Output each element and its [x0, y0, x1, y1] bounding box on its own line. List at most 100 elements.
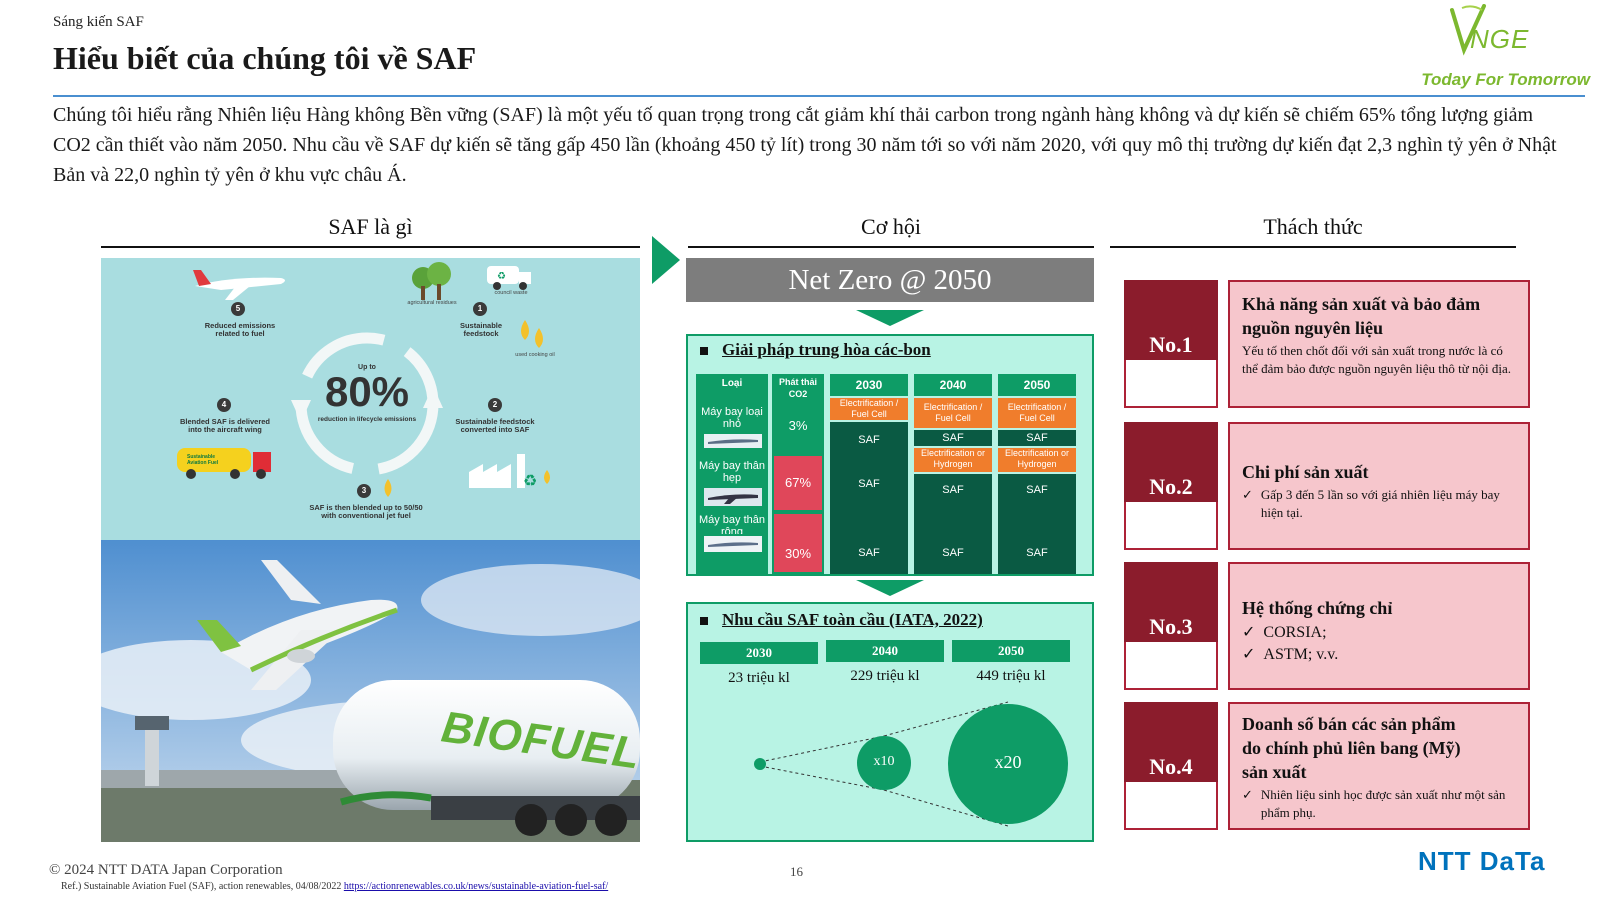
svg-text:♻: ♻	[497, 271, 506, 282]
type-header: Loại	[721, 378, 743, 389]
emission-narrow: 67%	[774, 456, 822, 510]
column-heading-opportunity: Cơ hội	[861, 214, 921, 239]
challenge-card-4: No.4 Doanh số bán các sản phẩm do chính …	[1124, 702, 1532, 832]
column-rule-opportunity	[688, 246, 1094, 248]
demand-year-2040: 2040	[826, 640, 944, 662]
down-arrow-icon-2	[856, 580, 924, 596]
cell-2040-elec: Electrification / Fuel Cell	[914, 398, 992, 428]
title-divider	[53, 95, 1585, 97]
vnge-brand-text: NGE	[1470, 24, 1530, 54]
challenge-2-desc-row: ✓ Gấp 3 đến 5 lần so với giá nhiên liệu m…	[1242, 486, 1516, 522]
demand-heading: Nhu cầu SAF toàn cầu (IATA, 2022)	[700, 610, 983, 630]
oil-label: used cooking oil	[515, 352, 555, 358]
svg-text:♻: ♻	[523, 473, 537, 490]
saf-demand-box: Nhu cầu SAF toàn cầu (IATA, 2022) 2030 2…	[686, 602, 1094, 842]
carbon-heading-text: Giải pháp trung hòa các-bon	[722, 340, 931, 359]
copyright: © 2024 NTT DATA Japan Corporation	[49, 862, 283, 878]
intro-paragraph: Chúng tôi hiểu rằng Nhiên liệu Hàng khôn…	[53, 104, 1557, 186]
challenge-3-item-2-text: ASTM; v.v.	[1263, 646, 1339, 663]
column-rule-what	[101, 246, 640, 248]
ntt-data-logo: NTT DaTa	[1418, 846, 1546, 876]
column-heading-what: SAF là gì	[328, 214, 413, 239]
cell-2040-hydrogen: Electrification or Hydrogen	[914, 448, 992, 472]
netzero-banner: Net Zero @ 2050	[686, 258, 1094, 302]
waste-truck-icon: ♻	[487, 266, 531, 290]
airplane-icon	[193, 270, 285, 300]
emission-header: Phát thải CO2	[778, 377, 817, 399]
aircraft-small: Máy bay loại nhỏ	[701, 406, 763, 430]
year-2050-header: 2050	[998, 374, 1076, 396]
demand-value-2050: 449 triệu kl	[976, 668, 1046, 684]
vnge-swoosh-icon	[1450, 4, 1486, 56]
step-4-badge: 4	[217, 398, 231, 412]
demand-value-2040: 229 triệu kl	[850, 668, 920, 684]
breadcrumb: Sáng kiến SAF	[53, 14, 144, 30]
reference-link[interactable]: https://actionrenewables.co.uk/news/sust…	[343, 881, 609, 892]
demand-growth-cones	[754, 701, 1068, 827]
cell-2040-saf: SAF SAF	[914, 474, 992, 574]
center-caption: reduction in lifecycle emissions	[317, 416, 417, 423]
challenge-2-desc: Gấp 3 đến 5 lần so với giá nhiên liệu má…	[1260, 487, 1500, 520]
challenge-card-3: No.3 Hệ thống chứng chỉ ✓ CORSIA; ✓ ASTM; …	[1124, 562, 1532, 692]
challenge-1-desc: Yếu tố then chốt đối với sản xuất trong …	[1242, 343, 1512, 376]
emission-narrow-value: 67%	[784, 475, 812, 490]
multiplier-x20: x20	[994, 752, 1022, 772]
tree-icon	[412, 262, 451, 300]
cell-2030-saf: SAF SAF SAF	[830, 422, 908, 574]
step-2-text: Sustainable feedstock converted into SAF	[455, 417, 535, 434]
challenge-3-item-1-text: CORSIA;	[1263, 624, 1327, 641]
step-1-badge: 1	[473, 302, 487, 316]
challenge-2-body: Chi phí sản xuất ✓ Gấp 3 đến 5 lần so với…	[1228, 422, 1530, 550]
demand-value-2030: 23 triệu kl	[728, 670, 790, 686]
challenge-4-title: Doanh số bán các sản phẩm do chính phủ l…	[1242, 714, 1461, 782]
agri-label: agricultural residues	[407, 300, 457, 306]
challenge-1-title: Khả năng sản xuất và bảo đảm nguồn nguyê…	[1242, 294, 1481, 338]
fuel-truck-icon	[177, 448, 271, 479]
wide-plane-icon	[704, 536, 762, 552]
saf-2050-narrow: SAF	[1026, 484, 1048, 496]
challenge-4-body: Doanh số bán các sản phẩm do chính phủ l…	[1228, 702, 1530, 830]
biofuel-photo-illustration	[101, 540, 640, 842]
carbon-solution-box: Giải pháp trung hòa các-bon Loại Máy bay…	[686, 334, 1094, 576]
multiplier-x10: x10	[873, 754, 895, 769]
step-5-text: Reduced emissions related to fuel	[204, 321, 276, 338]
saf-2050-wide: SAF	[1026, 547, 1048, 559]
check-icon: ✓	[1242, 787, 1253, 802]
challenge-4-number: No.4	[1124, 702, 1218, 782]
center-upto: Up to	[358, 364, 376, 371]
challenge-3-item-2: ✓ ASTM; v.v.	[1242, 644, 1516, 666]
center-percent: 80%	[324, 368, 410, 415]
saf-2030-small: SAF	[858, 434, 880, 446]
column-rule-challenge	[1110, 246, 1516, 248]
cooking-oil-icon	[521, 320, 543, 348]
down-arrow-icon	[856, 310, 924, 326]
aircraft-narrow: Máy bay thân hẹp	[698, 460, 766, 484]
cell-2040-saf-top: SAF	[914, 430, 992, 446]
council-label: council waste	[494, 290, 528, 296]
vnge-tagline: Today For Tomorrow	[1421, 70, 1590, 89]
check-icon: ✓	[1242, 646, 1256, 663]
step-5-badge: 5	[231, 302, 245, 316]
cell-2030-elec: Electrification / Fuel Cell	[830, 398, 908, 420]
step-3-badge: 3	[357, 484, 371, 498]
emission-wide-value: 30%	[784, 546, 812, 561]
challenge-card-1: No.1 Khả năng sản xuất và bảo đảm nguồn …	[1124, 280, 1532, 410]
cell-2050-elec: Electrification / Fuel Cell	[998, 398, 1076, 428]
column-heading-challenge: Thách thức	[1263, 214, 1363, 239]
saf-2030-wide: SAF	[858, 547, 880, 559]
step-1-text: Sustainable feedstock	[459, 321, 503, 338]
biofuel-photo: BIOFUEL	[101, 540, 640, 842]
saf-2030-narrow: SAF	[858, 478, 880, 490]
challenge-4-desc-row: ✓ Nhiên liệu sinh học được sản xuất như m…	[1242, 786, 1516, 822]
step-4-text: Blended SAF is delivered into the aircra…	[179, 417, 271, 434]
saf-2040-narrow: SAF	[942, 484, 964, 496]
challenge-3-number: No.3	[1124, 562, 1218, 642]
reference-note: Ref.) Sustainable Aviation Fuel (SAF), a…	[61, 881, 608, 892]
check-icon: ✓	[1242, 624, 1256, 641]
reference-text: Ref.) Sustainable Aviation Fuel (SAF), a…	[61, 881, 342, 892]
cell-2050-saf: SAF SAF	[998, 474, 1076, 574]
cell-2050-saf-top: SAF	[998, 430, 1076, 446]
emission-wide: 30%	[774, 514, 822, 572]
year-2030-header: 2030	[830, 374, 908, 396]
challenge-1-number: No.1	[1124, 280, 1218, 360]
